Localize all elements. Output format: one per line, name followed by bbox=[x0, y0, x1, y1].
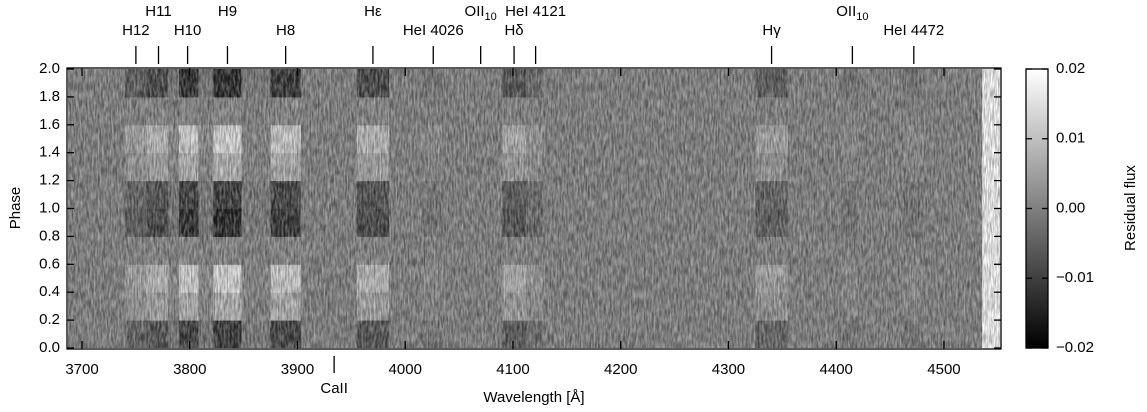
y-tick-label: 1.4 bbox=[39, 144, 60, 161]
noise-texture bbox=[68, 69, 1000, 348]
x-tick-label: 4100 bbox=[496, 361, 529, 378]
line-label: OII10 bbox=[836, 3, 868, 23]
y-tick-label: 2.0 bbox=[39, 60, 60, 77]
line-label-text: H12 bbox=[122, 22, 150, 39]
line-label: HeI 4121 bbox=[505, 3, 566, 20]
line-label-text: Hδ bbox=[504, 22, 523, 39]
line-label-text: OII bbox=[836, 3, 856, 20]
x-tick-label: 4400 bbox=[820, 361, 853, 378]
y-tick-label: 1.8 bbox=[39, 88, 60, 105]
y-tick-label: 0.0 bbox=[39, 339, 60, 356]
y-tick-label: 0.2 bbox=[39, 311, 60, 328]
line-label: H12 bbox=[122, 22, 150, 39]
line-label-text: OII bbox=[465, 3, 485, 20]
y-tick-label: 1.6 bbox=[39, 116, 60, 133]
line-label: H8 bbox=[276, 22, 295, 39]
y-tick-label: 1.0 bbox=[39, 199, 60, 216]
x-tick-label: 4500 bbox=[927, 361, 960, 378]
y-axis-label: Phase bbox=[7, 187, 24, 230]
line-label-text: HeI 4026 bbox=[403, 22, 464, 39]
colorbar-tick-label: 0.02 bbox=[1056, 60, 1085, 77]
x-axis-label: Wavelength [Å] bbox=[483, 389, 584, 406]
noise-light bbox=[68, 69, 1000, 348]
x-tick-label: 4000 bbox=[389, 361, 422, 378]
colorbar-tick-label: 0.00 bbox=[1056, 199, 1085, 216]
colorbar-tick-label: −0.01 bbox=[1056, 269, 1094, 286]
line-label-text: Hγ bbox=[762, 22, 781, 39]
line-label-text: H11 bbox=[145, 3, 171, 20]
line-label-text: Hε bbox=[364, 3, 382, 20]
x-tick-label: 4300 bbox=[712, 361, 745, 378]
line-label-text: HeI 4472 bbox=[883, 22, 944, 39]
colorbar-label: Residual flux bbox=[1122, 165, 1139, 251]
x-tick-label: 3700 bbox=[65, 361, 98, 378]
line-label: HeI 4472 bbox=[883, 22, 944, 39]
x-tick-label: 4200 bbox=[604, 361, 637, 378]
line-label: Hε bbox=[364, 3, 382, 20]
line-label-subscript: 10 bbox=[485, 11, 497, 23]
line-label: HeI 4026 bbox=[403, 22, 464, 39]
colorbar-tick-label: −0.02 bbox=[1056, 339, 1094, 356]
y-tick-label: 1.2 bbox=[39, 172, 60, 189]
line-label-text: H10 bbox=[174, 22, 202, 39]
x-tick-label: 3900 bbox=[281, 361, 314, 378]
line-label: Hδ bbox=[504, 22, 523, 39]
y-tick-label: 0.4 bbox=[39, 283, 60, 300]
line-label: H9 bbox=[218, 3, 237, 20]
line-label: OII10 bbox=[465, 3, 497, 23]
y-tick-label: 0.6 bbox=[39, 255, 60, 272]
line-label: H11 bbox=[145, 3, 171, 20]
x-tick-label: 3800 bbox=[173, 361, 206, 378]
line-label: H10 bbox=[174, 22, 202, 39]
line-label-subscript: 10 bbox=[856, 11, 868, 23]
line-label: Hγ bbox=[762, 22, 781, 39]
line-label-text: H9 bbox=[218, 3, 237, 20]
y-tick-label: 0.8 bbox=[39, 227, 60, 244]
line-label-text: H8 bbox=[276, 22, 295, 39]
colorbar-tick-label: 0.01 bbox=[1056, 130, 1085, 147]
line-label: CaII bbox=[320, 380, 348, 397]
line-label-text: HeI 4121 bbox=[505, 3, 566, 20]
